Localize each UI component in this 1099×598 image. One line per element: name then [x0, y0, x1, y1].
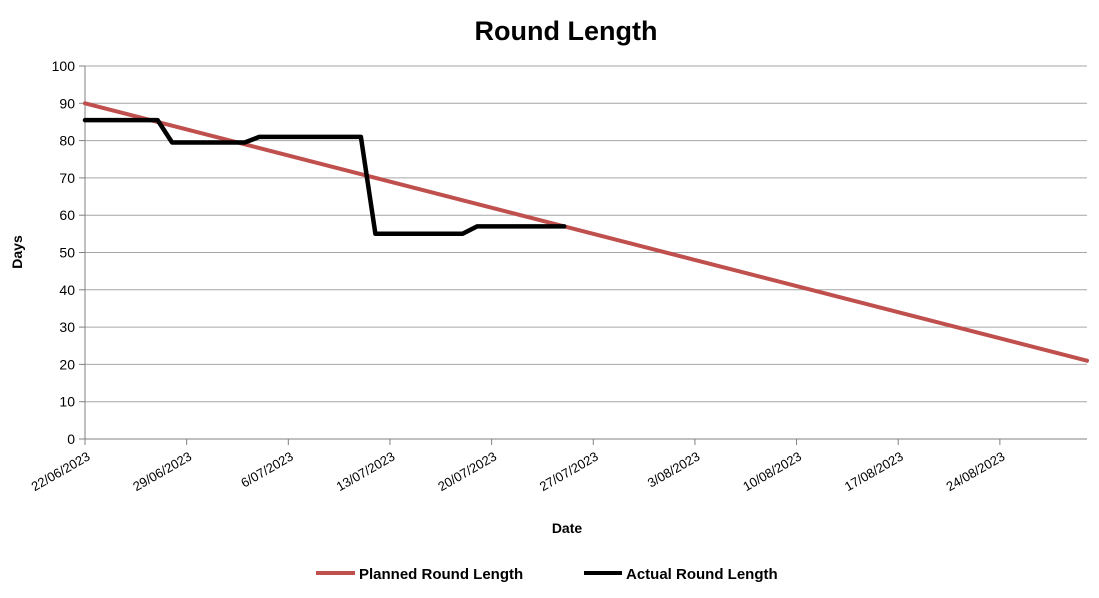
axes	[79, 65, 1087, 445]
x-tick-label: 13/07/2023	[334, 449, 398, 495]
y-tick-label: 50	[59, 245, 75, 261]
x-tick-label: 17/08/2023	[842, 449, 906, 495]
chart-title: Round Length	[475, 16, 658, 46]
y-tick-label: 20	[59, 356, 75, 372]
y-tick-label: 60	[59, 207, 75, 223]
y-tick-label: 90	[59, 95, 75, 111]
y-tick-label: 80	[59, 133, 75, 149]
series-line-planned	[83, 101, 1089, 363]
x-tick-label: 27/07/2023	[537, 449, 601, 495]
y-tick-label: 100	[52, 58, 76, 74]
x-tick-label: 24/08/2023	[944, 449, 1008, 495]
y-tick-label: 0	[67, 431, 75, 447]
y-axis-title: Days	[9, 235, 25, 269]
x-tick-label: 3/08/2023	[645, 449, 703, 491]
x-tick-label: 29/06/2023	[130, 449, 194, 495]
x-tick-label: 20/07/2023	[435, 449, 499, 495]
legend-label-actual: Actual Round Length	[626, 566, 778, 583]
x-tick-label: 10/08/2023	[740, 449, 804, 495]
y-axis-tick-labels: 0 10 20 30 40 50 60 70 80 90 100	[52, 58, 76, 447]
x-tick-label: 22/06/2023	[29, 449, 93, 495]
legend-label-planned: Planned Round Length	[359, 566, 523, 583]
y-tick-label: 70	[59, 170, 75, 186]
y-tick-label: 30	[59, 319, 75, 335]
plot-area-series	[82, 101, 1089, 363]
x-axis-tick-labels: 22/06/2023 29/06/2023 6/07/2023 13/07/2023 2…	[29, 449, 1008, 495]
gridlines	[85, 65, 1087, 403]
x-tick-label: 6/07/2023	[238, 449, 296, 491]
legend: Planned Round Length Actual Round Length	[316, 566, 778, 583]
x-axis-title: Date	[552, 520, 583, 536]
y-tick-label: 40	[59, 282, 75, 298]
y-tick-label: 10	[59, 394, 75, 410]
series-line-actual	[82, 117, 567, 237]
